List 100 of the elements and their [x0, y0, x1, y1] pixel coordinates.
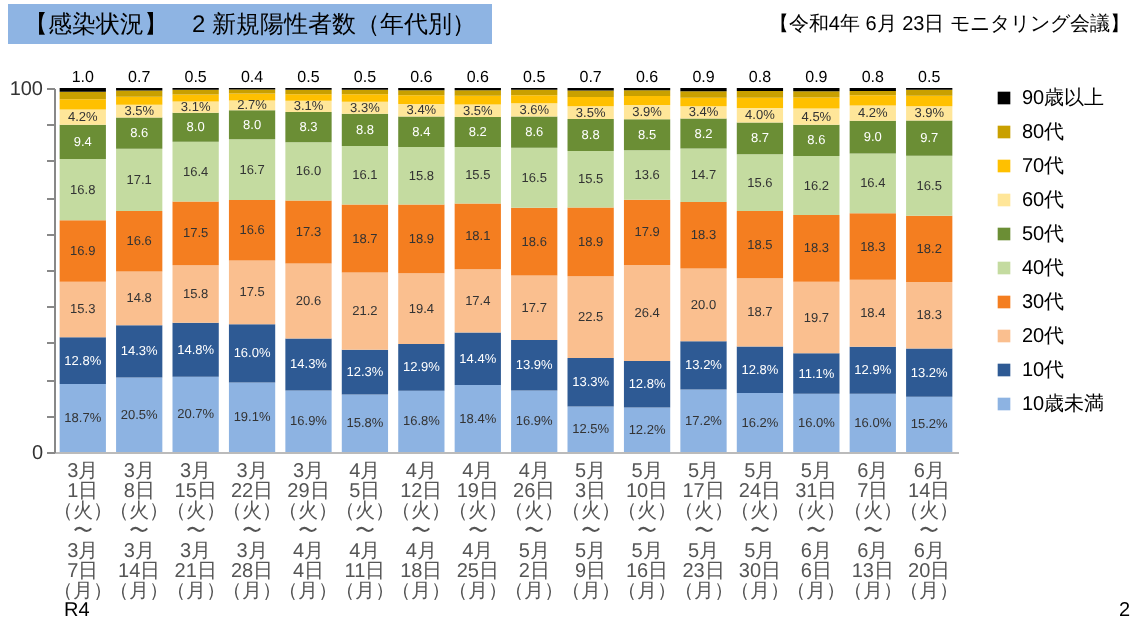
bar: [849, 90, 896, 96]
x-tick-label: 3月29日（火）〜4月4日（月）: [278, 461, 339, 603]
bar: [285, 390, 332, 452]
bar: [228, 260, 276, 325]
bar: [736, 393, 784, 452]
legend-label: 80代: [1022, 122, 1065, 144]
bar: [398, 343, 445, 391]
bar: [793, 353, 840, 394]
bar: [623, 96, 671, 106]
data-label: 0.9: [805, 68, 829, 86]
bar: [680, 201, 727, 269]
bar: [285, 142, 332, 201]
x-tick-label: 3月22日（火）〜3月28日（月）: [222, 461, 283, 603]
data-label: 0.8: [861, 68, 886, 86]
bar: [906, 89, 953, 96]
data-label: 0.6: [410, 68, 434, 86]
bar: [285, 338, 332, 391]
bar: [567, 358, 614, 407]
bar: [116, 211, 163, 272]
bar: [398, 95, 445, 105]
bar: [116, 90, 163, 97]
legend-label: 20代: [1022, 326, 1065, 348]
bar: [116, 117, 163, 149]
bar: [736, 346, 784, 394]
bar: [567, 207, 614, 277]
bar: [285, 112, 332, 143]
x-tick-label: 5月3日（火）〜5月9日（月）: [560, 461, 621, 603]
bar: [680, 389, 727, 452]
x-tick-label: 4月19日（火）〜4月25日（月）: [447, 461, 508, 603]
bar: [59, 220, 106, 282]
legend-label: 90歳以上: [1022, 86, 1105, 110]
bar: [511, 95, 558, 104]
legend-label: 10代: [1022, 360, 1065, 382]
text: R4: [64, 600, 90, 622]
data-label: 0.5: [184, 68, 208, 86]
bar: [285, 200, 332, 264]
bar: [736, 154, 784, 212]
bar: [849, 120, 896, 154]
data-label: 0.5: [523, 68, 547, 86]
bar: [511, 390, 558, 452]
bar: [680, 341, 727, 390]
bar: [172, 265, 219, 323]
legend-label: 40代: [1022, 258, 1065, 280]
bar: [454, 90, 501, 96]
legend-label: 50代: [1022, 224, 1065, 246]
bar: [341, 113, 389, 146]
bar: [398, 146, 445, 205]
bar: [680, 91, 727, 98]
bar: [398, 273, 445, 344]
bar: [849, 153, 896, 214]
bar: [341, 94, 389, 102]
bar: [59, 281, 106, 338]
bar: [793, 97, 840, 109]
bar: [793, 215, 840, 282]
bar: [454, 332, 501, 386]
bar: [567, 406, 614, 452]
bar: [906, 396, 953, 452]
data-label: 0.4: [240, 68, 265, 86]
bar: [59, 124, 106, 159]
bar: [511, 339, 558, 391]
bar: [172, 141, 219, 202]
bar: [511, 89, 558, 96]
data-label: 1.0: [71, 68, 95, 86]
bar: [228, 110, 276, 140]
bar: [849, 95, 896, 106]
y-tick-label: 100: [9, 79, 44, 101]
bar: [793, 281, 840, 354]
data-label: 0.7: [128, 68, 152, 86]
x-tick-label: 5月31日（火）〜6月6日（月）: [786, 461, 847, 603]
bar: [454, 146, 501, 204]
bar: [398, 204, 445, 274]
bar: [511, 116, 558, 148]
bar: [849, 393, 896, 452]
bar: [511, 275, 558, 340]
bar: [341, 145, 389, 205]
bar: [228, 324, 276, 383]
bar: [228, 200, 276, 261]
bar: [623, 264, 671, 361]
x-tick-label: 6月14日（火）〜6月20日（月）: [899, 461, 960, 603]
bar: [736, 90, 784, 98]
bar: [172, 322, 219, 377]
data-label: 0.5: [918, 68, 942, 86]
bar: [454, 117, 501, 147]
bar: [906, 95, 953, 107]
bar: [59, 383, 106, 452]
bar: [285, 94, 332, 101]
bar: [228, 93, 276, 101]
bar: [398, 116, 445, 147]
bar: [59, 91, 106, 100]
bar: [228, 139, 276, 201]
bar: [341, 272, 389, 350]
bar: [793, 124, 840, 157]
data-label: 0.5: [297, 68, 321, 86]
bar: [736, 278, 784, 347]
x-tick-label: 4月5日（火）〜4月11日（月）: [334, 461, 395, 603]
data-label: 0.7: [579, 68, 603, 86]
bar: [906, 215, 953, 283]
bar: [849, 213, 896, 280]
legend-label: 10歳未満: [1022, 392, 1105, 416]
bar: [454, 269, 501, 333]
